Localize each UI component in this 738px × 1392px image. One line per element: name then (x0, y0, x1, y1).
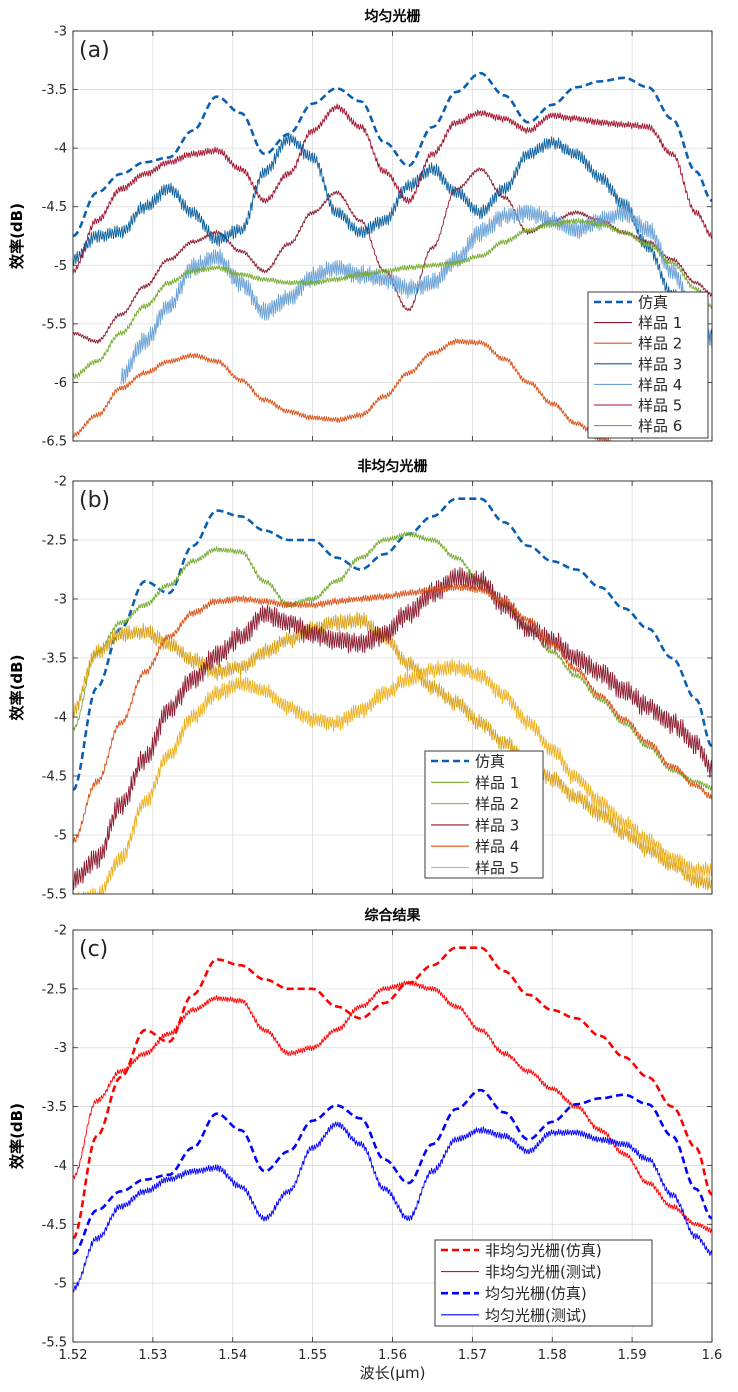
legend-item: 样品 3 (475, 816, 519, 834)
series-group (73, 497, 712, 894)
legend: 非均匀光栅(仿真) 非均匀光栅(测试) 均匀光栅(仿真) 均匀光栅(测试) (434, 1239, 653, 1327)
legend-item: 非均匀光栅(仿真) (485, 1242, 602, 1260)
y-axis-label: 效率(dB) (8, 655, 26, 721)
y-tick-label: -6.5 (42, 435, 67, 450)
legend-item: 仿真 (638, 294, 668, 312)
legend-item: 均匀光栅(仿真) (485, 1285, 587, 1303)
y-tick-label: -5 (54, 1277, 67, 1292)
x-tick-label: 1.56 (378, 1348, 407, 1363)
chart-panel-0: -6.5 -6 -5.5 -5 -4.5 -4 -3.5 -3 均匀光栅 (a) 效率(dB) 仿真样… (8, 8, 713, 450)
y-tick-label: -4.5 (42, 770, 67, 785)
x-tick-label: 1.57 (458, 1348, 487, 1363)
series-line-5 (76, 658, 712, 894)
series-line-0 (73, 946, 712, 1240)
x-tick-label: 1.53 (138, 1348, 167, 1363)
y-tick-label: -3.5 (42, 1100, 67, 1115)
legend-item: 均匀光栅(测试) (485, 1306, 587, 1324)
legend-item: 样品 2 (475, 795, 519, 813)
x-axis-label: 波长(μm) (360, 1364, 426, 1382)
series-line-3 (73, 566, 712, 890)
chart-title: 均匀光栅 (365, 8, 421, 25)
legend-item: 样品 1 (638, 314, 682, 332)
series-line-4 (120, 202, 712, 385)
panel-label: (c) (79, 937, 108, 962)
y-tick-label: -3.5 (42, 83, 67, 98)
chart-title: 非均匀光栅 (358, 458, 428, 475)
x-tick-label: 1.6 (702, 1348, 723, 1363)
legend-item: 样品 4 (638, 376, 682, 394)
y-tick-label: -2 (54, 924, 67, 939)
y-tick-label: -5 (54, 259, 67, 274)
y-tick-label: -4.5 (42, 200, 67, 215)
y-axis-label: 效率(dB) (8, 203, 26, 269)
x-tick-label: 1.54 (218, 1348, 247, 1363)
legend-box (424, 750, 544, 879)
y-tick-label: -3 (54, 1041, 67, 1056)
legend-item: 样品 4 (475, 838, 519, 856)
legend-item: 非均匀光栅(测试) (485, 1263, 602, 1281)
y-tick-label: -4 (54, 1159, 67, 1174)
y-tick-label: -5.5 (42, 888, 67, 903)
y-tick-label: -4 (54, 711, 67, 726)
y-tick-label: -5.5 (42, 1336, 67, 1351)
series-line-1 (73, 980, 712, 1234)
x-tick-label: 1.52 (59, 1348, 88, 1363)
legend-item: 样品 3 (638, 355, 682, 373)
legend-item: 样品 5 (638, 397, 682, 415)
legend-item: 样品 1 (475, 774, 519, 792)
series-line-2 (73, 1088, 712, 1255)
x-tick-label: 1.58 (538, 1348, 567, 1363)
chart-panel-1: -5.5 -5 -4.5 -4 -3.5 -3 -2.5 -2 非均匀光栅 (b) 效率(dB) 仿真… (8, 458, 713, 903)
series-group (73, 946, 712, 1293)
panel-label: (a) (79, 38, 110, 63)
y-tick-label: -2.5 (42, 982, 67, 997)
legend-item: 样品 6 (638, 417, 682, 435)
chart-panel-2: 1.52 1.53 1.54 1.55 1.56 1.57 1.58 1.59 1.6 -5.5 -… (8, 907, 722, 1382)
legend-box (587, 291, 709, 439)
series-line-0 (73, 497, 712, 792)
y-axis-label: 效率(dB) (8, 1103, 26, 1169)
y-tick-label: -5.5 (42, 317, 67, 332)
series-line-2 (73, 611, 712, 891)
series-line-4 (73, 583, 712, 844)
y-tick-label: -2 (54, 475, 67, 490)
y-tick-label: -3.5 (42, 652, 67, 667)
legend-item: 仿真 (475, 753, 505, 771)
y-tick-label: -3 (54, 25, 67, 40)
y-tick-label: -4.5 (42, 1218, 67, 1233)
legend-box (434, 1239, 653, 1327)
chart-title: 综合结果 (365, 907, 422, 924)
y-tick-label: -5 (54, 829, 67, 844)
y-tick-label: -6 (54, 376, 67, 391)
x-tick-label: 1.59 (618, 1348, 647, 1363)
series-line-0 (73, 71, 712, 238)
legend-item: 样品 2 (638, 335, 682, 353)
y-tick-label: -2.5 (42, 534, 67, 549)
series-line-1 (73, 531, 712, 791)
series-line-3 (73, 133, 712, 341)
y-tick-label: -4 (54, 142, 67, 157)
legend-item: 样品 5 (475, 859, 519, 877)
x-tick-label: 1.55 (298, 1348, 327, 1363)
panel-label: (b) (79, 488, 110, 513)
series-line-5 (73, 103, 712, 275)
series-line-6 (73, 217, 712, 380)
series-line-3 (73, 1121, 712, 1293)
y-tick-label: -3 (54, 593, 67, 608)
